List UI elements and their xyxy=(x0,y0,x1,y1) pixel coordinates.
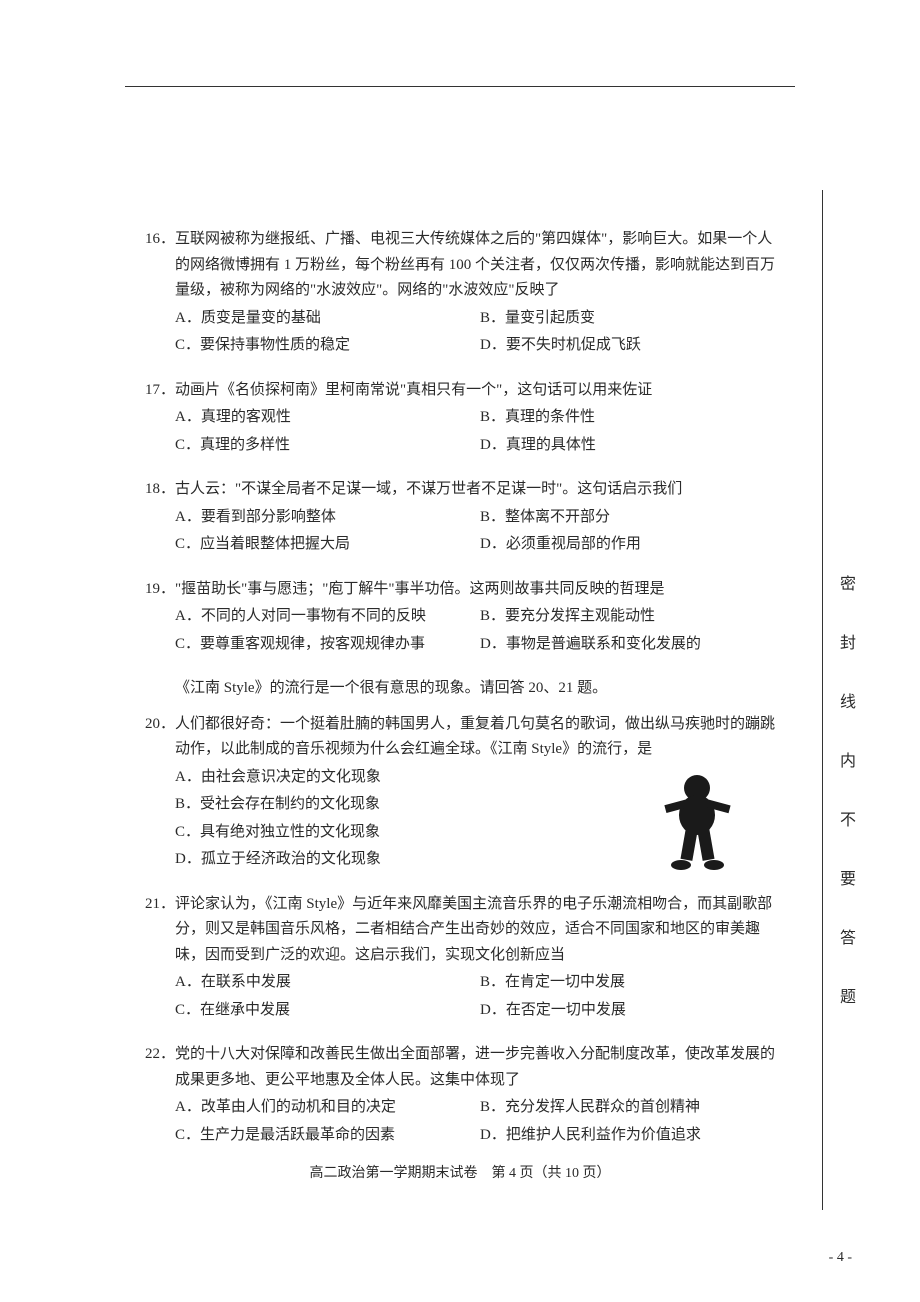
q22-stem: 党的十八大对保障和改善民生做出全面部署，进一步完善收入分配制度改革，使改革发展的… xyxy=(175,1046,775,1088)
q18-option-b: B．整体离不开部分 xyxy=(480,505,785,531)
gangnam-figure-icon xyxy=(655,770,740,875)
q17-stem: 动画片《名侦探柯南》里柯南常说"真相只有一个"，这句话可以用来佐证 xyxy=(175,382,652,398)
seal-text: 密 封 线 内 不 要 答 题 xyxy=(839,570,857,1042)
q16-option-a: A．质变是量变的基础 xyxy=(175,306,480,332)
q20-number: 20． xyxy=(145,716,175,732)
q18-option-a: A．要看到部分影响整体 xyxy=(175,505,480,531)
q21-option-c: C．在继承中发展 xyxy=(175,998,480,1024)
q17-option-b: B．真理的条件性 xyxy=(480,405,785,431)
q19-option-c: C．要尊重客观规律，按客观规律办事 xyxy=(175,632,480,658)
seal-char-6: 要 xyxy=(839,865,857,889)
seal-char-1: 密 xyxy=(839,570,857,594)
question-20: 20．人们都很好奇：一个挺着肚腩的韩国男人，重复着几句莫名的歌词，做出纵马疾驰时… xyxy=(145,712,785,873)
q20-stem: 人们都很好奇：一个挺着肚腩的韩国男人，重复着几句莫名的歌词，做出纵马疾驰时的蹦跳… xyxy=(175,716,775,758)
q19-number: 19． xyxy=(145,581,175,597)
seal-char-7: 答 xyxy=(839,924,857,948)
question-17: 17．动画片《名侦探柯南》里柯南常说"真相只有一个"，这句话可以用来佐证 A．真… xyxy=(145,378,785,459)
seal-char-2: 封 xyxy=(839,629,857,653)
q22-option-c: C．生产力是最活跃最革命的因素 xyxy=(175,1123,480,1149)
seal-char-4: 内 xyxy=(839,747,857,771)
page-footer: 高二政治第一学期期末试卷 第 4 页（共 10 页） xyxy=(0,1162,920,1182)
question-21: 21．评论家认为，《江南 Style》与近年来风靡美国主流音乐界的电子乐潮流相吻… xyxy=(145,892,785,1024)
q18-option-d: D．必须重视局部的作用 xyxy=(480,532,785,558)
q22-option-a: A．改革由人们的动机和目的决定 xyxy=(175,1095,480,1121)
page-number: - 4 - xyxy=(829,1250,852,1266)
q17-number: 17． xyxy=(145,382,175,398)
q21-option-d: D．在否定一切中发展 xyxy=(480,998,785,1024)
q18-stem: 古人云："不谋全局者不足谋一域，不谋万世者不足谋一时"。这句话启示我们 xyxy=(175,481,682,497)
seal-line xyxy=(822,190,823,1210)
question-18: 18．古人云："不谋全局者不足谋一域，不谋万世者不足谋一时"。这句话启示我们 A… xyxy=(145,477,785,558)
q16-option-c: C．要保持事物性质的稳定 xyxy=(175,333,480,359)
q22-number: 22． xyxy=(145,1046,175,1062)
seal-char-5: 不 xyxy=(839,806,857,830)
q21-stem: 评论家认为，《江南 Style》与近年来风靡美国主流音乐界的电子乐潮流相吻合，而… xyxy=(175,896,772,963)
question-16: 16．互联网被称为继报纸、广播、电视三大传统媒体之后的"第四媒体"，影响巨大。如… xyxy=(145,227,785,359)
q18-option-c: C．应当着眼整体把握大局 xyxy=(175,532,480,558)
q19-option-b: B．要充分发挥主观能动性 xyxy=(480,604,785,630)
q17-option-a: A．真理的客观性 xyxy=(175,405,480,431)
intro-2021: 《江南 Style》的流行是一个很有意思的现象。请回答 20、21 题。 xyxy=(145,676,785,702)
q17-option-c: C．真理的多样性 xyxy=(175,433,480,459)
q18-number: 18． xyxy=(145,481,175,497)
q16-option-b: B．量变引起质变 xyxy=(480,306,785,332)
question-22: 22．党的十八大对保障和改善民生做出全面部署，进一步完善收入分配制度改革，使改革… xyxy=(145,1042,785,1148)
q19-stem: "揠苗助长"事与愿违；"庖丁解牛"事半功倍。这两则故事共同反映的哲理是 xyxy=(175,581,665,597)
q16-stem: 互联网被称为继报纸、广播、电视三大传统媒体之后的"第四媒体"，影响巨大。如果一个… xyxy=(175,231,775,298)
seal-char-3: 线 xyxy=(839,688,857,712)
q17-option-d: D．真理的具体性 xyxy=(480,433,785,459)
q19-option-d: D．事物是普遍联系和变化发展的 xyxy=(480,632,785,658)
header-divider xyxy=(125,86,795,87)
q19-option-a: A．不同的人对同一事物有不同的反映 xyxy=(175,604,480,630)
q21-option-b: B．在肯定一切中发展 xyxy=(480,970,785,996)
question-19: 19．"揠苗助长"事与愿违；"庖丁解牛"事半功倍。这两则故事共同反映的哲理是 A… xyxy=(145,577,785,658)
q22-option-b: B．充分发挥人民群众的首创精神 xyxy=(480,1095,785,1121)
q16-option-d: D．要不失时机促成飞跃 xyxy=(480,333,785,359)
exam-content: 16．互联网被称为继报纸、广播、电视三大传统媒体之后的"第四媒体"，影响巨大。如… xyxy=(145,227,785,1167)
q22-option-d: D．把维护人民利益作为价值追求 xyxy=(480,1123,785,1149)
q21-option-a: A．在联系中发展 xyxy=(175,970,480,996)
seal-char-8: 题 xyxy=(839,983,857,1007)
q16-number: 16． xyxy=(145,231,175,247)
q21-number: 21． xyxy=(145,896,175,912)
